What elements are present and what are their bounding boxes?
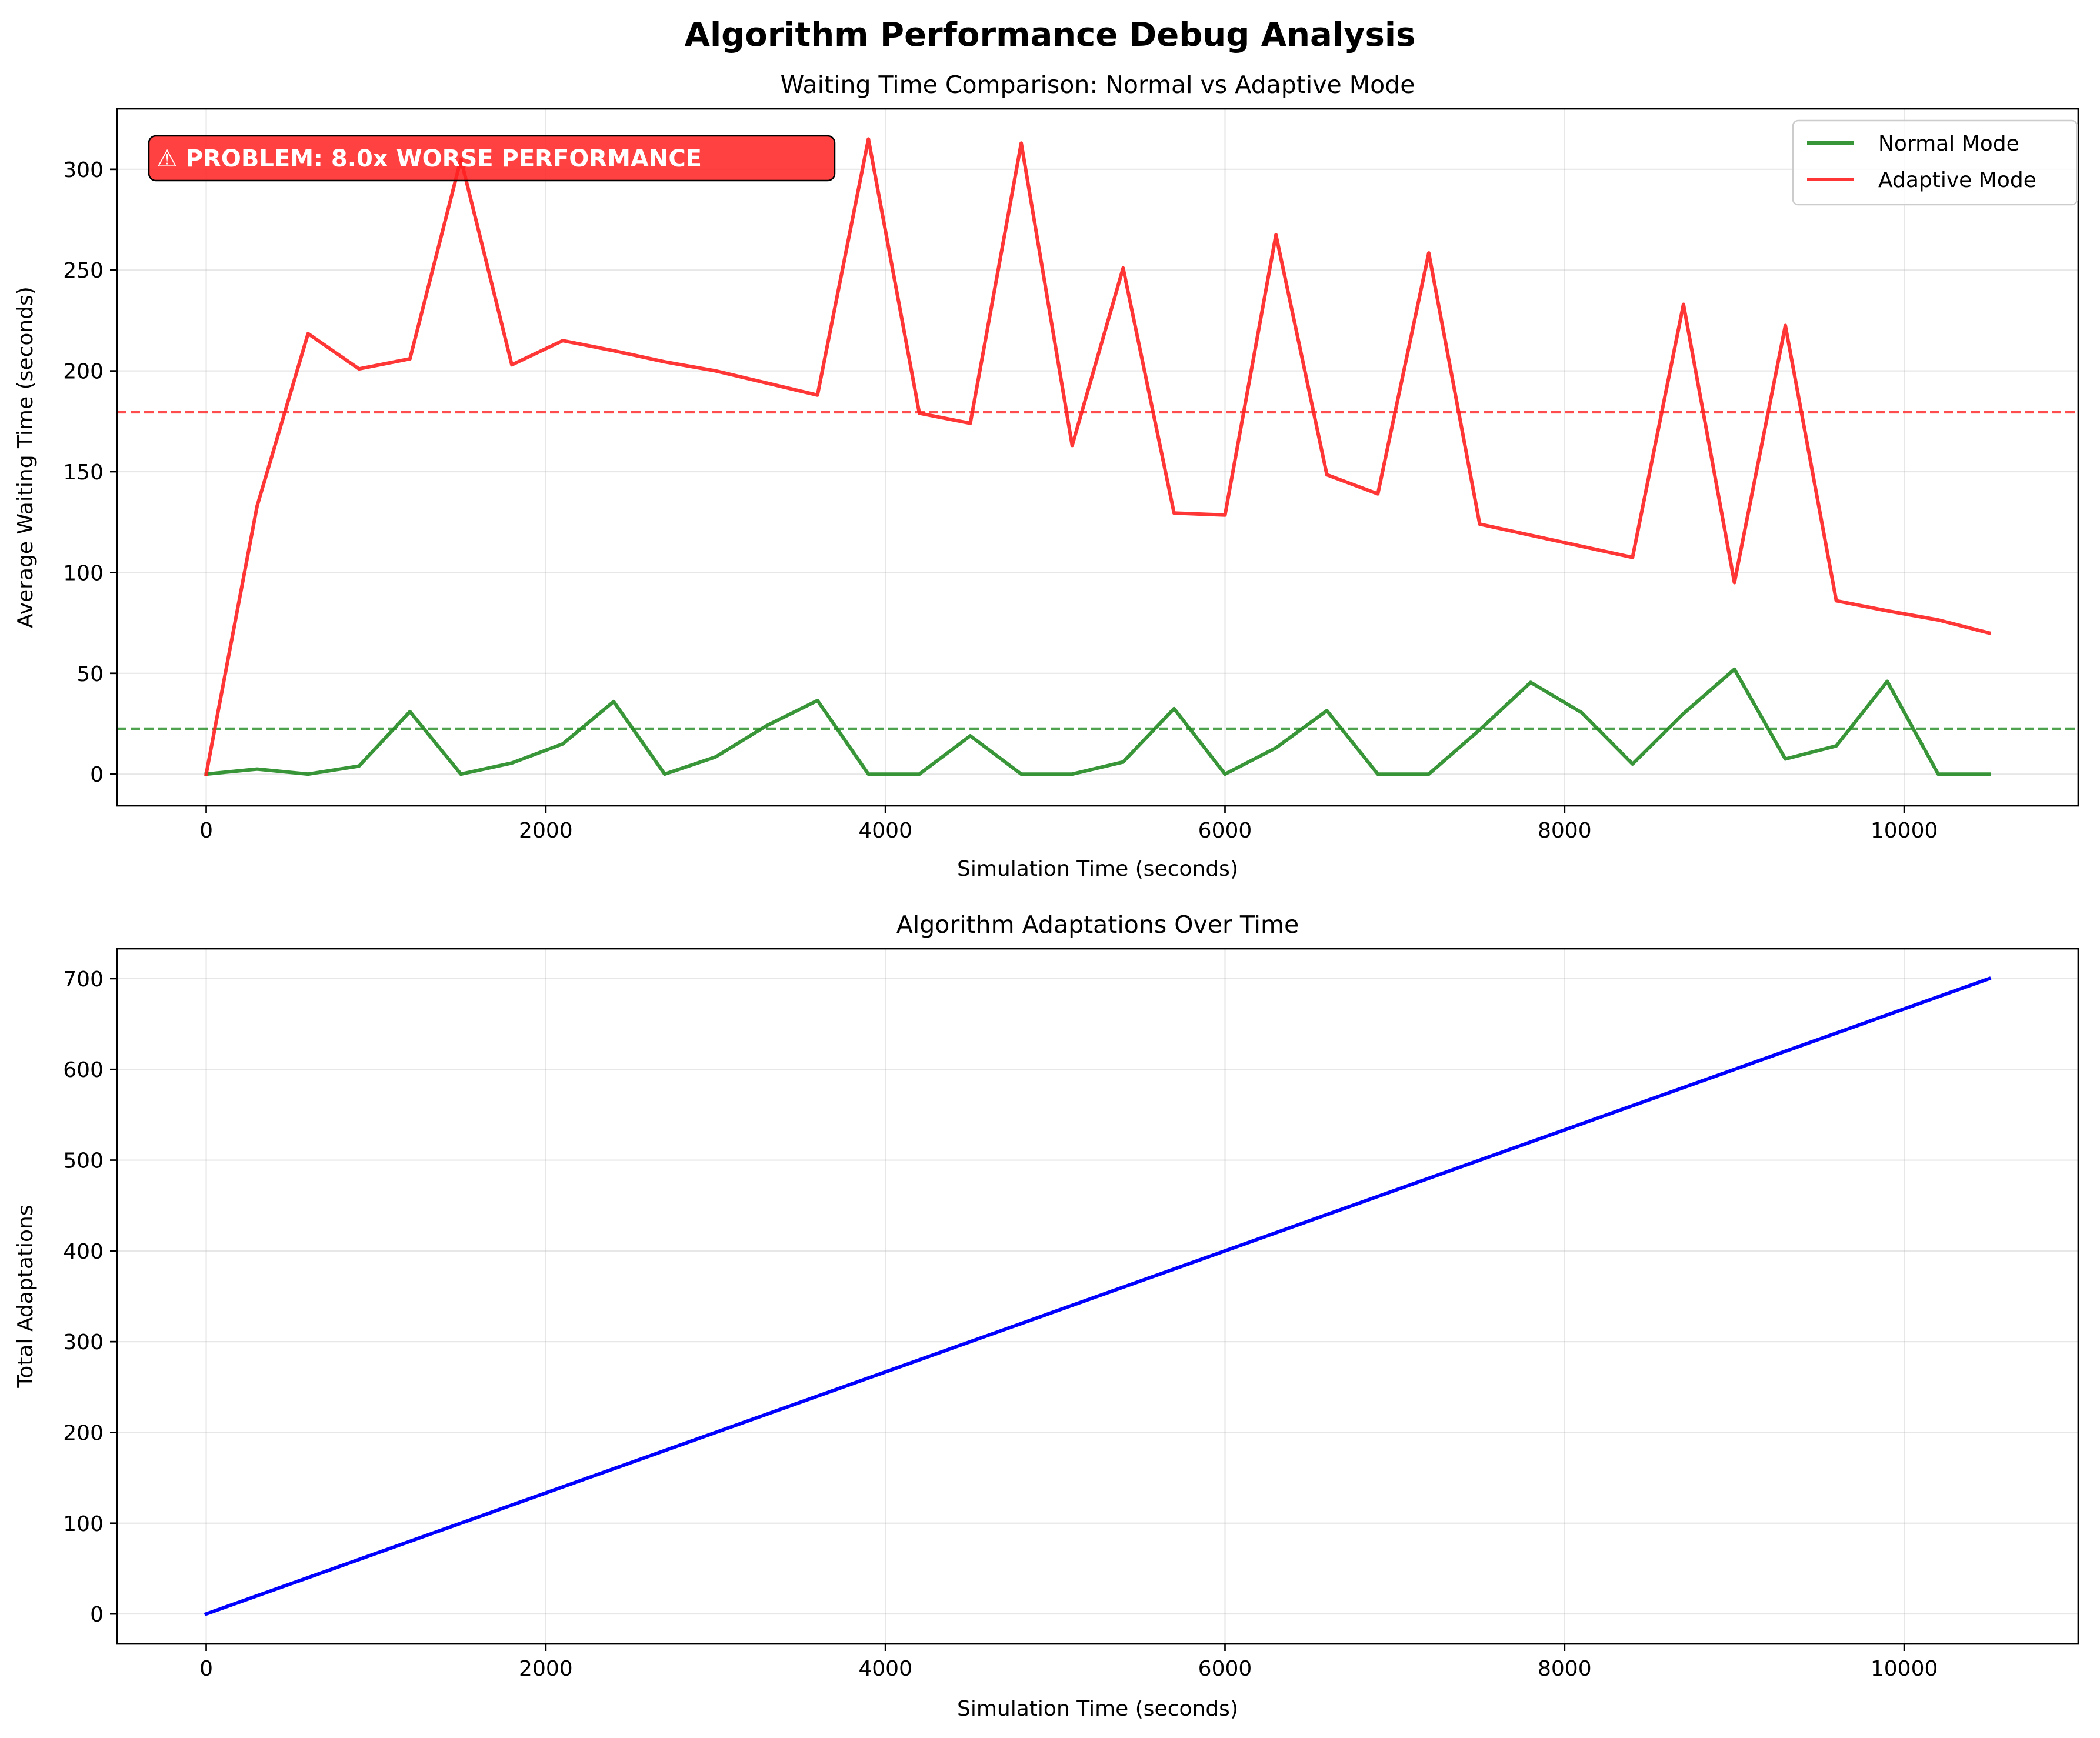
figure-suptitle: Algorithm Performance Debug Analysis: [685, 16, 1416, 54]
waiting-time-y-ticks: 0 50 100 150 200 250 300: [63, 158, 117, 787]
y-tick-label-500: 500: [63, 1149, 104, 1173]
adaptations-grid: [117, 949, 2078, 1644]
y-tick-label-200: 200: [63, 1421, 104, 1445]
y-tick-label-200: 200: [63, 360, 104, 384]
adaptations-y-ticks: 0 100 200 300 400 500 600 700: [63, 968, 117, 1627]
series-line-adaptations-0: [204, 976, 1992, 1616]
x-tick-label-10000: 10000: [1871, 1657, 1938, 1681]
waiting-time-x-axis-label: Simulation Time (seconds): [957, 857, 1238, 881]
legend-label-normal-mode: Normal Mode: [1878, 132, 2019, 156]
x-tick-label-2000: 2000: [519, 819, 573, 843]
y-tick-label-700: 700: [63, 968, 104, 992]
y-tick-label-50: 50: [76, 662, 104, 686]
problem-annotation-box: [148, 135, 836, 182]
adaptations-axes-frame: [116, 948, 2079, 1645]
waiting-time-reference-lines: [117, 411, 2078, 730]
adaptations-series: [204, 976, 1992, 1616]
series-line-adaptive-mode: [204, 137, 1992, 776]
y-tick-label-100: 100: [63, 1512, 104, 1536]
waiting-time-y-axis-label: Average Waiting Time (seconds): [14, 286, 38, 628]
adaptations-chart-title: Algorithm Adaptations Over Time: [896, 910, 1299, 939]
adaptations-chart: Algorithm Adaptations Over Time 0 2000 400…: [14, 910, 2079, 1721]
y-tick-label-150: 150: [63, 461, 104, 485]
adaptations-x-axis-label: Simulation Time (seconds): [957, 1697, 1238, 1721]
x-tick-label-4000: 4000: [858, 819, 912, 843]
y-tick-label-300: 300: [63, 1330, 104, 1355]
x-tick-label-10000: 10000: [1871, 819, 1938, 843]
x-tick-label-8000: 8000: [1538, 819, 1592, 843]
x-tick-label-0: 0: [199, 1657, 213, 1681]
x-tick-label-2000: 2000: [519, 1657, 573, 1681]
y-tick-label-300: 300: [63, 158, 104, 182]
x-tick-label-4000: 4000: [858, 1657, 912, 1681]
y-tick-label-250: 250: [63, 259, 104, 283]
x-tick-label-6000: 6000: [1198, 819, 1252, 843]
x-tick-label-6000: 6000: [1198, 1657, 1252, 1681]
y-tick-label-0: 0: [90, 763, 104, 787]
legend-frame: [1792, 119, 2078, 206]
y-tick-label-0: 0: [90, 1603, 104, 1627]
x-tick-label-8000: 8000: [1538, 1657, 1592, 1681]
legend-label-adaptive-mode: Adaptive Mode: [1878, 168, 2036, 192]
problem-annotation: ⚠ PROBLEM: 8.0x WORSE PERFORMANCE: [148, 135, 836, 182]
waiting-time-x-ticks: 0 2000 4000 6000 8000 10000: [199, 806, 1938, 843]
series-line-normal-mode: [204, 667, 1991, 776]
adaptations-y-axis-label: Total Adaptations: [14, 1205, 38, 1388]
waiting-time-legend: Normal Mode Adaptive Mode: [1792, 119, 2078, 206]
adaptations-x-ticks: 0 2000 4000 6000 8000 10000: [199, 1644, 1938, 1681]
x-tick-label-0: 0: [199, 819, 213, 843]
y-tick-label-400: 400: [63, 1240, 104, 1264]
problem-annotation-text: ⚠ PROBLEM: 8.0x WORSE PERFORMANCE: [156, 145, 702, 172]
y-tick-label-100: 100: [63, 561, 104, 585]
waiting-time-series: [204, 137, 1992, 776]
waiting-time-axes-frame: [116, 108, 2079, 807]
waiting-time-chart: Waiting Time Comparison: Normal vs Adapt…: [14, 71, 2079, 881]
y-tick-label-600: 600: [63, 1058, 104, 1082]
waiting-time-chart-title: Waiting Time Comparison: Normal vs Adapt…: [781, 71, 1415, 99]
